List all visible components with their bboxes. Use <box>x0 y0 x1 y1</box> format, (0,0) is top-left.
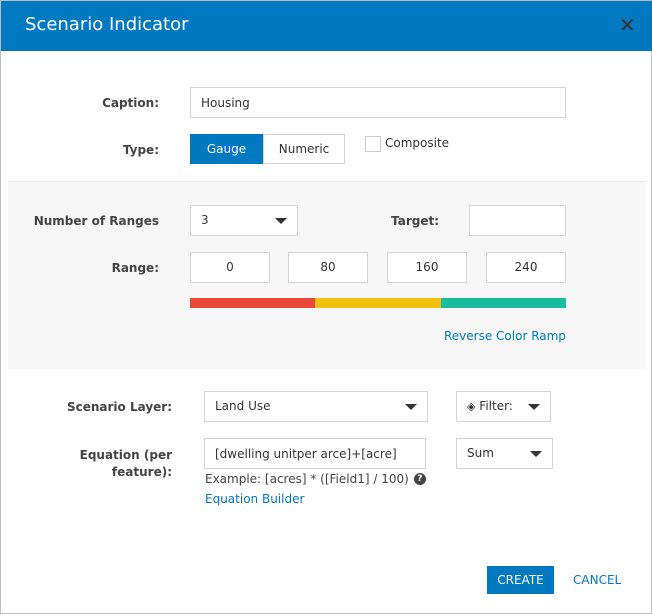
equation-example-row: Example: [acres] * ([Field1] / 100) ? <box>205 472 426 486</box>
chevron-down-icon <box>530 451 542 457</box>
range-input-2[interactable]: 80 <box>288 252 368 283</box>
chevron-down-icon <box>275 218 287 224</box>
chevron-down-icon <box>528 404 540 410</box>
color-ramp-red <box>190 298 315 308</box>
target-label: Target: <box>391 214 439 228</box>
scenario-layer-value: Land Use <box>215 399 271 413</box>
scenario-layer-select[interactable]: Land Use <box>204 391 428 422</box>
close-icon[interactable]: ✕ <box>619 13 636 37</box>
aggregate-value: Sum <box>467 446 494 460</box>
help-icon[interactable]: ? <box>413 473 426 485</box>
range-label: Range: <box>111 261 159 275</box>
caption-input[interactable] <box>190 87 566 118</box>
color-ramp-yellow <box>315 298 441 308</box>
equation-input[interactable] <box>204 438 426 469</box>
number-of-ranges-value: 3 <box>201 213 209 227</box>
number-of-ranges-label: Number of Ranges <box>33 214 159 228</box>
dialog-title: Scenario Indicator <box>25 14 189 35</box>
filter-label: Filter: <box>479 399 513 413</box>
composite-checkbox[interactable] <box>365 136 381 152</box>
equation-builder-link[interactable]: Equation Builder <box>205 492 305 506</box>
filter-button[interactable]: ◈ Filter: <box>456 391 551 422</box>
equation-example: Example: [acres] * ([Field1] / 100) <box>205 472 409 486</box>
range-input-1[interactable]: 0 <box>190 252 270 283</box>
target-input[interactable] <box>469 205 566 236</box>
range-input-4[interactable]: 240 <box>486 252 566 283</box>
cancel-button[interactable]: CANCEL <box>573 573 622 587</box>
layers-icon: ◈ <box>467 400 476 413</box>
create-button[interactable]: CREATE <box>487 566 554 594</box>
type-label: Type: <box>122 143 159 157</box>
color-ramp-green <box>441 298 566 308</box>
number-of-ranges-select[interactable]: 3 <box>190 205 298 236</box>
composite-label: Composite <box>385 136 450 150</box>
numeric-button[interactable]: Numeric <box>263 134 345 164</box>
equation-label: Equation (per feature): <box>79 448 172 479</box>
gauge-button[interactable]: Gauge <box>190 134 263 164</box>
chevron-down-icon <box>405 404 417 410</box>
reverse-color-ramp-link[interactable]: Reverse Color Ramp <box>444 329 566 343</box>
scenario-layer-label: Scenario Layer: <box>66 400 172 414</box>
caption-label: Caption: <box>102 96 159 110</box>
aggregate-select[interactable]: Sum <box>456 438 553 469</box>
dialog-header: Scenario Indicator ✕ <box>1 1 652 51</box>
range-input-3[interactable]: 160 <box>387 252 467 283</box>
